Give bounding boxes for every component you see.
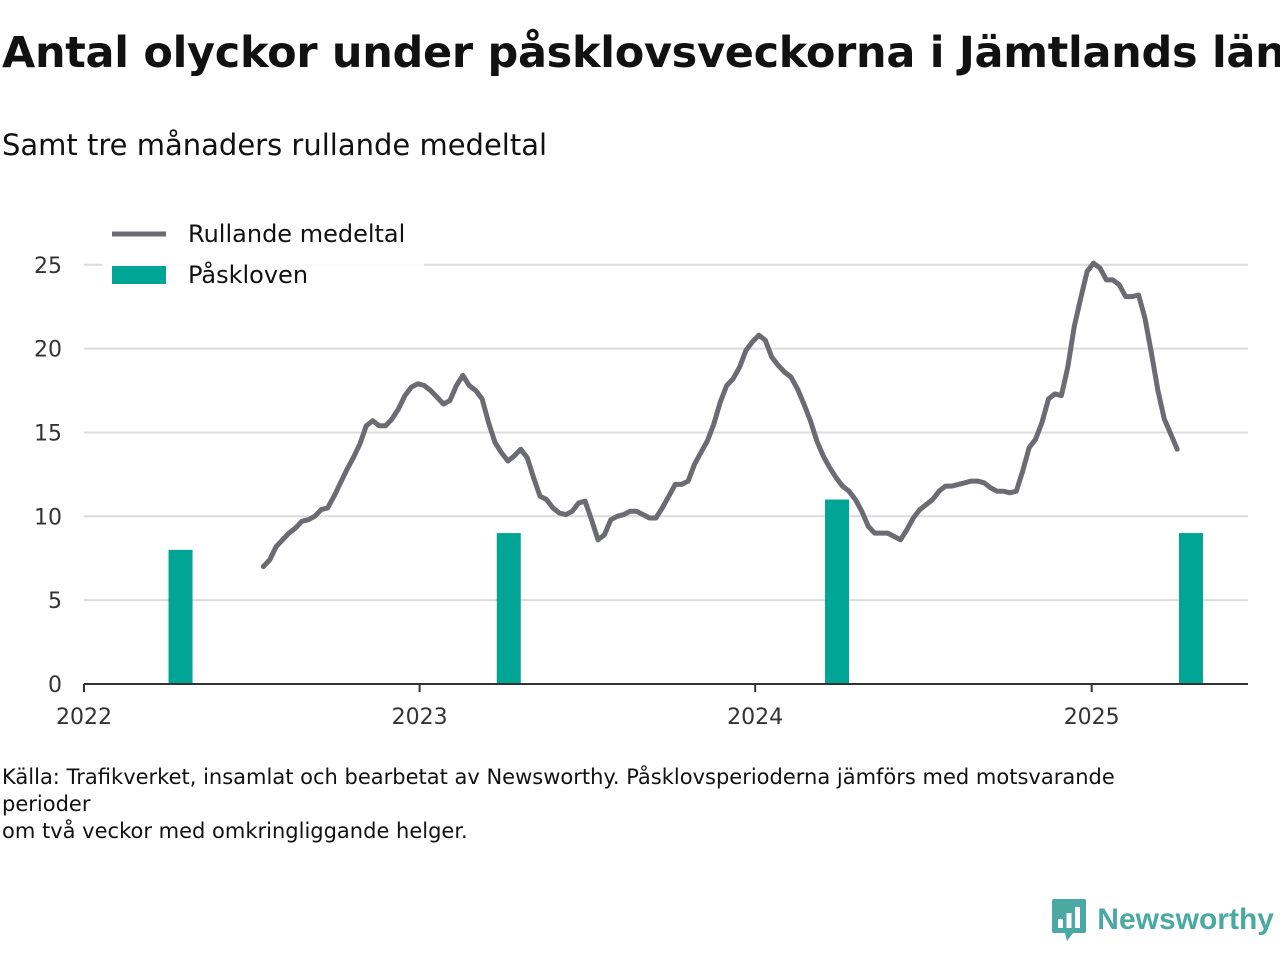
bar (496, 533, 521, 684)
line-series (260, 260, 1180, 570)
footnote-line-1: Källa: Trafikverket, insamlat och bearbe… (2, 765, 1115, 789)
x-tick-label: 2024 (727, 705, 783, 730)
y-tick-label: 20 (34, 338, 62, 363)
newsworthy-logo-icon (1052, 899, 1087, 941)
legend-label-rullande: Rullande medeltal (188, 220, 405, 248)
chart-subtitle: Samt tre månaders rullande medeltal (2, 128, 548, 162)
chart-title: Antal olyckor under påsklovsveckorna i J… (2, 28, 1280, 78)
footnote: Källa: Trafikverket, insamlat och bearbe… (2, 764, 1202, 845)
y-tick-label: 0 (48, 673, 62, 698)
y-axis: 0 5 10 15 20 25 (34, 254, 62, 698)
bar-series (168, 499, 1203, 684)
y-tick-label: 25 (34, 254, 62, 279)
legend-bar-swatch (112, 266, 166, 284)
legend-background (102, 216, 424, 298)
x-tick-label: 2023 (392, 705, 448, 730)
gridlines (84, 263, 1248, 602)
legend-label-paskloven: Påskloven (188, 260, 308, 289)
line-series-path (260, 260, 1180, 570)
bar (168, 549, 193, 684)
legend: Rullande medeltal Påskloven (102, 216, 424, 298)
footnote-line-3: om två veckor med omkringliggande helger… (2, 819, 468, 843)
x-tick-label: 2025 (1064, 705, 1120, 730)
y-tick-label: 5 (48, 589, 62, 614)
footnote-line-2: perioder (2, 792, 91, 816)
brand-logo: Newsworthy (1051, 896, 1274, 944)
brand-name: Newsworthy (1097, 903, 1274, 936)
x-tick-label: 2022 (56, 705, 112, 730)
bar (825, 499, 850, 684)
y-tick-label: 10 (34, 505, 62, 530)
x-axis: 2022 2023 2024 2025 (56, 683, 1248, 730)
y-tick-label: 15 (34, 421, 62, 446)
bar (1178, 533, 1203, 684)
